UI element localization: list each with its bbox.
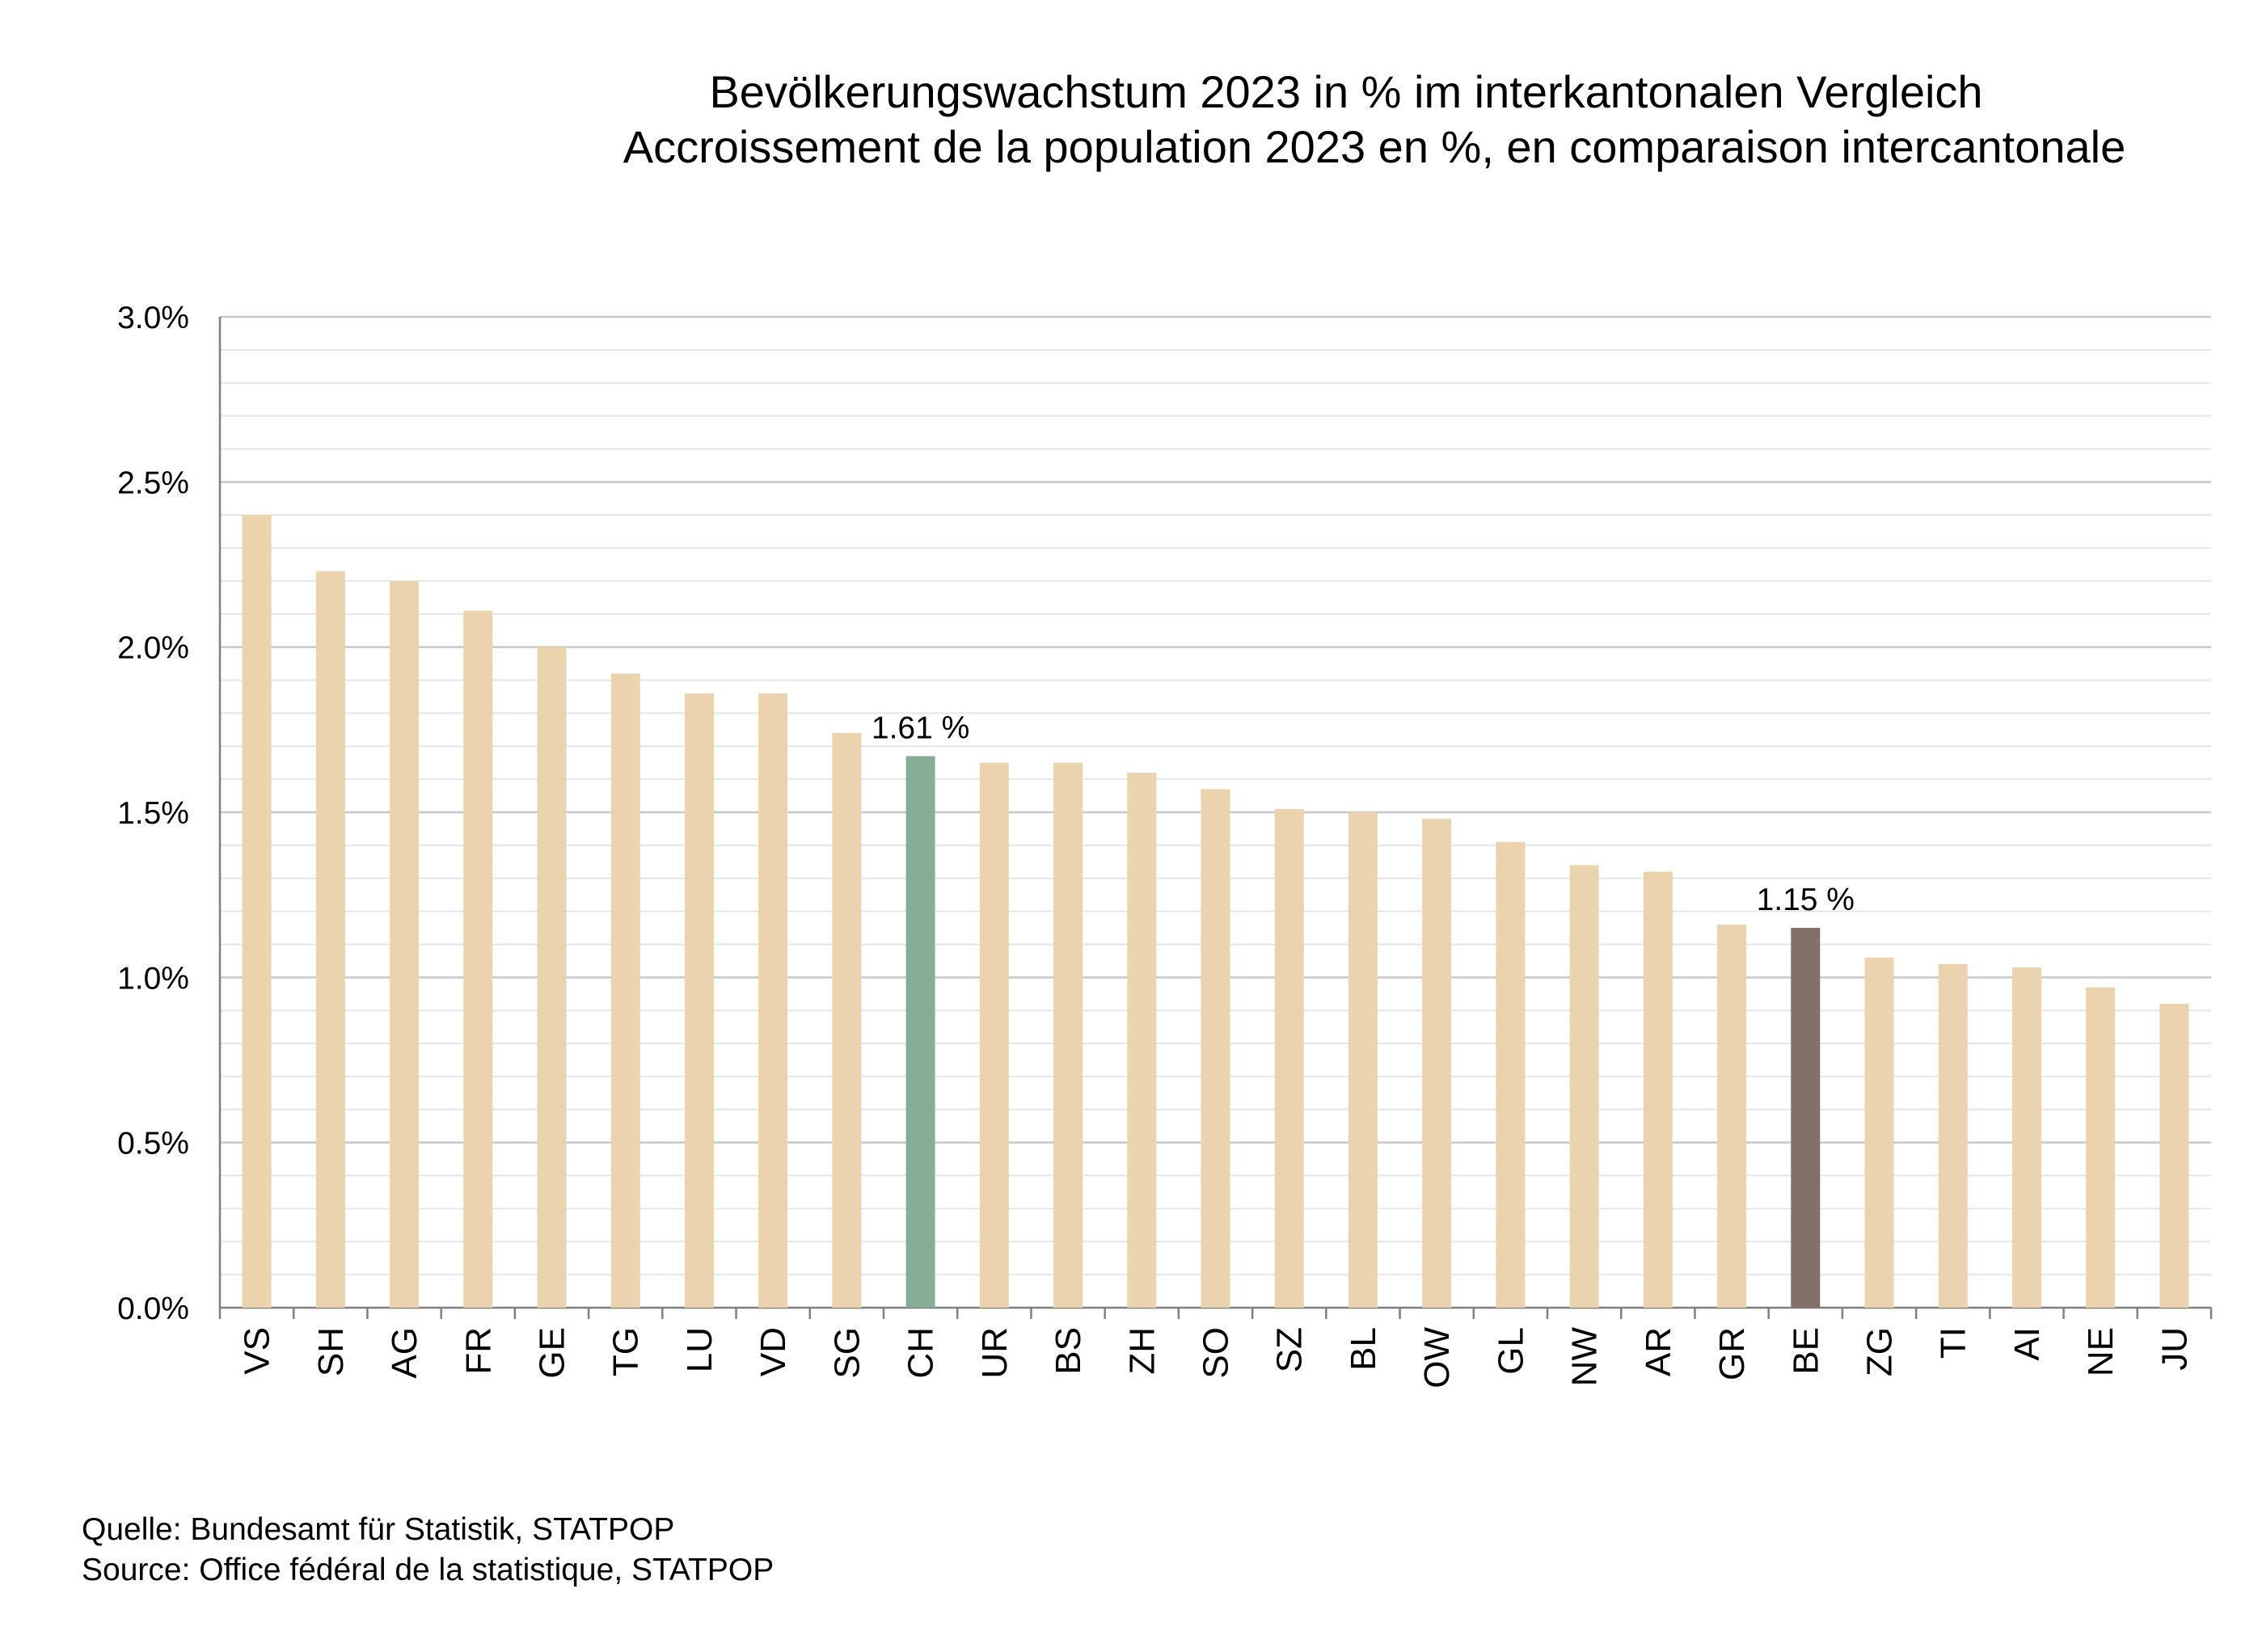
x-tick-label: TG (606, 1327, 646, 1376)
x-tick-label: CH (901, 1327, 941, 1379)
x-tick-label: VS (238, 1327, 277, 1375)
y-tick-label: 2.5% (117, 466, 189, 500)
source-german: Quelle: Bundesamt für Statistik, STATPOP (82, 1512, 675, 1547)
bar-ai (2011, 967, 2041, 1308)
bar-vs (242, 515, 272, 1308)
bar-vd (758, 693, 788, 1308)
chart-title-german: Bevölkerungswachstum 2023 in % im interk… (709, 66, 1983, 117)
bar-so (1201, 789, 1230, 1308)
x-tick-label: GE (533, 1327, 572, 1379)
bar-nw (1569, 865, 1599, 1308)
bar-ti (1938, 963, 1968, 1308)
x-tick-label: AG (385, 1327, 424, 1379)
x-tick-label: SZ (1270, 1327, 1310, 1372)
y-tick-label: 2.0% (117, 631, 189, 666)
bar-sg (832, 732, 862, 1308)
x-tick-label: BS (1049, 1327, 1088, 1375)
x-tick-label: FR (458, 1327, 498, 1375)
x-tick-label: SO (1197, 1327, 1236, 1379)
bar-ow (1422, 819, 1452, 1308)
bar-gr (1717, 924, 1747, 1308)
bar-tg (610, 673, 640, 1308)
bar-zh (1127, 772, 1157, 1308)
bar-lu (684, 693, 714, 1308)
x-tick-label: NE (2081, 1327, 2121, 1376)
bar-ur (979, 762, 1009, 1308)
source-french: Source: Office fédéral de la statistique… (82, 1553, 774, 1587)
source-note: Quelle: Bundesamt für Statistik, STATPOP… (82, 1510, 774, 1591)
bar-ar (1643, 871, 1673, 1308)
bar-ju (2159, 1004, 2189, 1308)
bar-fr (463, 610, 493, 1308)
x-tick-label: LU (680, 1327, 720, 1372)
bar-ag (390, 580, 420, 1308)
bar-ge (537, 647, 567, 1308)
x-tick-label: ZH (1122, 1327, 1162, 1375)
bar-bl (1348, 812, 1378, 1308)
x-tick-label: AI (2007, 1327, 2047, 1361)
x-tick-label: GL (1491, 1327, 1530, 1375)
x-tick-label: SG (827, 1327, 867, 1379)
x-tick-label: ZG (1860, 1327, 1900, 1376)
y-tick-label: 1.5% (117, 796, 189, 831)
x-tick-label: TI (1934, 1327, 1973, 1359)
bar-chart: 0.0% 0.5% 1.0% 1.5% 2.0% 2.5% 3.0% VS SH AG FR GE TG… (117, 301, 2213, 1389)
y-tick-label: 1.0% (117, 961, 189, 996)
x-tick-label: SH (311, 1327, 351, 1376)
bar-ne (2086, 987, 2116, 1308)
chart-title-french: Accroissement de la population 2023 en %… (623, 121, 2126, 172)
x-tick-label: VD (753, 1327, 793, 1376)
chart-title: Bevölkerungswachstum 2023 in % im interk… (0, 65, 2258, 202)
x-tick-label: BL (1344, 1327, 1383, 1371)
bar-be (1791, 928, 1821, 1308)
y-tick-label: 3.0% (117, 301, 189, 335)
x-tick-label: BE (1786, 1327, 1825, 1375)
bar-sz (1274, 808, 1304, 1308)
bar-sh (315, 571, 345, 1308)
y-tick-label: 0.5% (117, 1127, 189, 1161)
x-tick-label: AR (1639, 1327, 1678, 1376)
y-tick-label: 0.0% (117, 1292, 189, 1326)
x-tick-label: OW (1417, 1327, 1457, 1389)
bar-bs (1053, 762, 1083, 1308)
bar-ch (905, 756, 935, 1308)
data-label-ch: 1.61 % (872, 711, 969, 746)
x-tick-label: JU (2155, 1327, 2194, 1371)
x-tick-label: NW (1565, 1327, 1605, 1387)
data-label-be: 1.15 % (1757, 883, 1855, 917)
x-tick-label: UR (975, 1327, 1015, 1379)
bar-gl (1496, 841, 1526, 1308)
x-tick-label: GR (1712, 1327, 1752, 1380)
bar-zg (1864, 957, 1894, 1308)
